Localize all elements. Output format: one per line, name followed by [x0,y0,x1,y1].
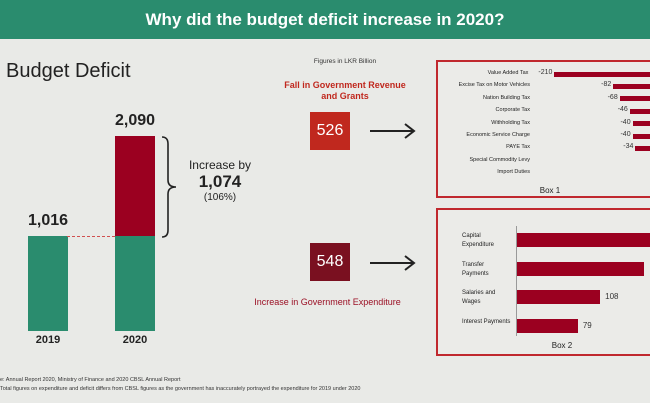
bar-value-label: -82 [601,81,612,89]
bar-6 [635,145,650,151]
units-note: Figures in LKR Billion [313,58,377,65]
increase-value: 1,074 [198,172,242,191]
category-label: Excise Tax on Motor Vehicles [458,82,530,89]
brace-icon [161,136,177,238]
deficit-heading: Budget Deficit [6,60,131,82]
bar-1 [517,261,645,276]
bar-value-label: -68 [607,93,618,101]
bar-2 [517,290,601,304]
category-label: Withholding Tax [491,119,530,126]
category-label: Economic Service Charge [466,132,530,138]
bar-value-label: 79 [582,320,592,330]
increase-pct: (106%) [203,192,237,203]
category-label: Capital Expenditure [462,233,495,248]
arrow-right-icon [370,255,416,271]
bar-5 [632,133,650,139]
box-title: Box 1 [539,186,561,195]
category-label: Salaries and Wages [462,290,496,305]
expenditure-value-box: 548 [310,243,350,281]
bar-2 [619,96,650,102]
category-label: Value Added Tax [487,70,529,76]
box-2 [436,208,650,356]
category-label: Import Duties [497,169,530,176]
revenue-label: Fall in Government Revenue and Grants [284,80,406,101]
category-label: Corporate Tax [495,107,530,114]
bar-value-label: -40 [620,118,631,126]
x-tick-label: 2019 [35,334,61,346]
revenue-value-box: 526 [310,112,350,150]
bar-3 [629,108,650,114]
bar-1 [613,83,650,89]
footnote-source: e: Annual Report 2020, Ministry of Finan… [0,377,181,383]
bar-value-label: -34 [623,143,634,151]
bar-value-label: -40 [620,131,631,138]
box-title: Box 2 [551,341,573,350]
arrow-right-icon [370,123,416,139]
category-label: Special Commodity Levy [469,156,530,163]
bar-2020-increase [115,135,155,236]
box-1 [436,60,650,198]
category-label: Interest Payments [462,318,511,325]
bar-value-label: 2,090 [114,111,156,129]
category-label: Nation Building Tax [483,94,530,101]
bar-4 [632,121,650,127]
bar-0 [554,71,650,77]
category-label: Transfer Payments [462,261,489,277]
bar-value-label: 1,016 [27,212,69,229]
increase-label: Increase by [188,158,252,172]
category-label: PAYE Tax [506,144,530,151]
bar-3 [517,318,578,333]
bar-2019 [28,236,68,331]
bar-2020-base [115,236,155,331]
x-tick-label: 2020 [122,334,148,346]
baseline-dashed-line [67,236,115,237]
bar-value-label: 108 [605,292,619,301]
bar-value-label: -210 [538,69,553,76]
title-banner: Why did the budget deficit increase in 2… [0,0,650,39]
footnote-note: Total figures on expenditure and deficit… [0,386,361,392]
bar-0 [517,233,650,247]
expenditure-label: Increase in Government Expenditure [254,297,401,307]
box-2-axis [516,226,517,336]
bar-value-label: -46 [617,106,628,114]
